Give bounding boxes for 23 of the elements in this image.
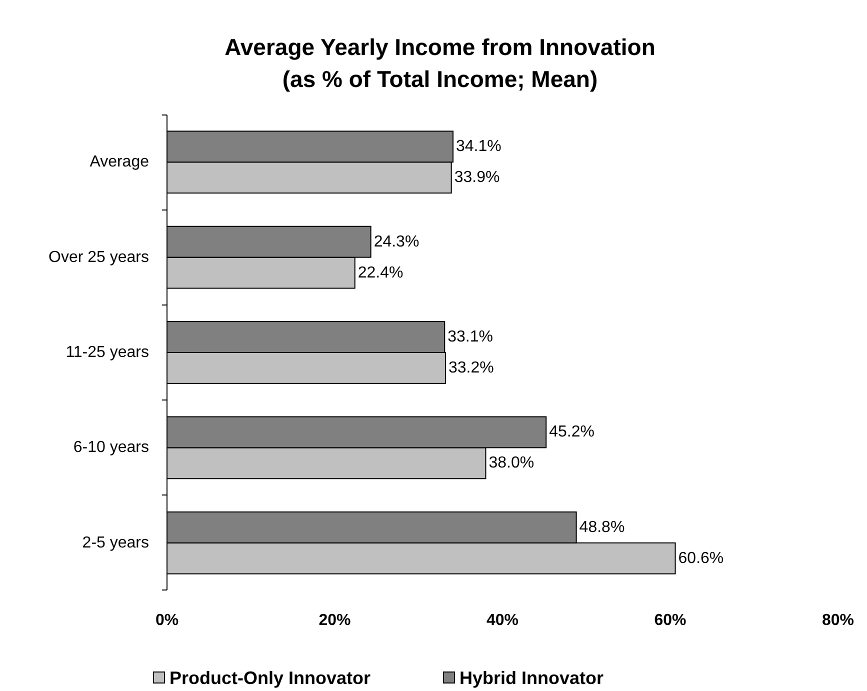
data-label: 38.0% (488, 454, 534, 472)
data-label: 48.8% (579, 518, 625, 536)
y-tick-label: 11-25 years (66, 344, 149, 361)
x-tick-label: 60% (654, 612, 686, 629)
x-tick-label: 40% (486, 612, 519, 629)
y-tick-label: Over 25 years (48, 248, 149, 266)
x-tick-label: 0% (155, 612, 179, 629)
chart-title: Average Yearly Income from Innovation (as % of Total Income; Mean) (224, 34, 656, 92)
data-label: 33.2% (448, 359, 494, 376)
data-label: 22.4% (358, 264, 404, 282)
legend-label: Product-Only Innovator (170, 668, 371, 688)
data-label: 33.1% (448, 328, 493, 346)
data-label: 60.6% (678, 550, 724, 567)
data-label: 24.3% (374, 233, 420, 250)
x-tick-label: 80% (822, 612, 854, 629)
y-tick-label: Average (90, 154, 150, 171)
data-label: 34.1% (456, 138, 502, 156)
y-tick-label: 2-5 years (82, 534, 149, 552)
data-label: 45.2% (549, 424, 594, 441)
data-label: 33.9% (454, 169, 500, 186)
x-tick-label: 20% (318, 612, 351, 629)
y-tick-label: 6-10 years (73, 439, 149, 456)
legend-label: Hybrid Innovator (460, 668, 604, 688)
